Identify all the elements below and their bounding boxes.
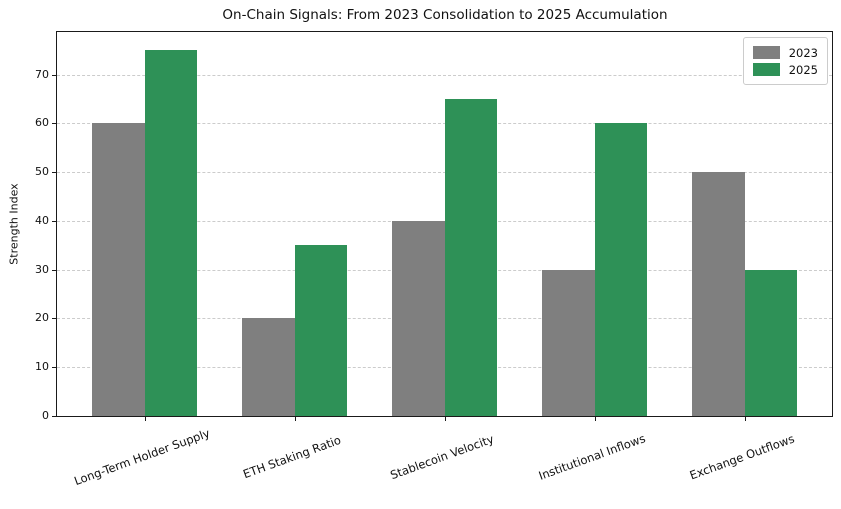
x-tick-label-2: Stablecoin Velocity <box>387 431 496 483</box>
y-tick-mark <box>52 269 56 271</box>
legend-label-2023: 2023 <box>788 45 818 60</box>
y-tick-mark <box>52 367 56 369</box>
x-tick-mark <box>744 417 746 421</box>
x-tick-label-3: Institutional Inflows <box>536 431 647 483</box>
bar-2025-4 <box>744 269 797 416</box>
legend-swatch-2025 <box>752 63 780 76</box>
y-tick-label-50: 50 <box>35 165 49 179</box>
legend-label-2025: 2025 <box>788 62 818 77</box>
bar-2023-1 <box>242 318 295 416</box>
bar-2025-2 <box>444 99 497 416</box>
legend: 2023 2025 <box>742 37 828 85</box>
x-tick-label-0: Long-Term Holder Supply <box>71 425 212 489</box>
x-tick-mark <box>594 417 596 421</box>
x-tick-mark <box>444 417 446 421</box>
bar-2025-1 <box>294 245 347 416</box>
bar-2023-4 <box>692 172 745 416</box>
y-tick-label-0: 0 <box>42 409 49 422</box>
y-tick-mark <box>52 318 56 320</box>
bar-2025-3 <box>594 123 647 416</box>
y-tick-label-20: 20 <box>35 311 49 325</box>
x-tick-label-1: ETH Staking Ratio <box>240 432 343 482</box>
y-tick-label-70: 70 <box>35 67 49 81</box>
legend-entry-2025: 2025 <box>752 61 818 78</box>
chart-title: On-Chain Signals: From 2023 Consolidatio… <box>222 7 668 23</box>
y-tick-label-30: 30 <box>35 262 49 276</box>
bar-2025-0 <box>144 50 197 416</box>
y-tick-mark <box>52 172 56 174</box>
y-tick-mark <box>52 74 56 76</box>
plot-area: 2023 2025 <box>56 31 833 417</box>
bar-2023-3 <box>542 269 595 416</box>
y-tick-label-60: 60 <box>35 116 49 130</box>
y-tick-mark <box>52 220 56 222</box>
y-tick-label-40: 40 <box>35 213 49 227</box>
bar-2023-2 <box>392 220 445 416</box>
y-tick-mark <box>52 416 56 417</box>
x-tick-mark <box>144 417 146 421</box>
legend-entry-2023: 2023 <box>752 44 818 61</box>
legend-swatch-2023 <box>752 46 780 59</box>
bar-2023-0 <box>92 123 145 416</box>
x-tick-mark <box>294 417 296 421</box>
y-tick-mark <box>52 123 56 125</box>
gridline-y-70 <box>57 74 832 76</box>
x-tick-label-4: Exchange Outflows <box>687 431 796 483</box>
y-tick-label-10: 10 <box>35 360 49 374</box>
